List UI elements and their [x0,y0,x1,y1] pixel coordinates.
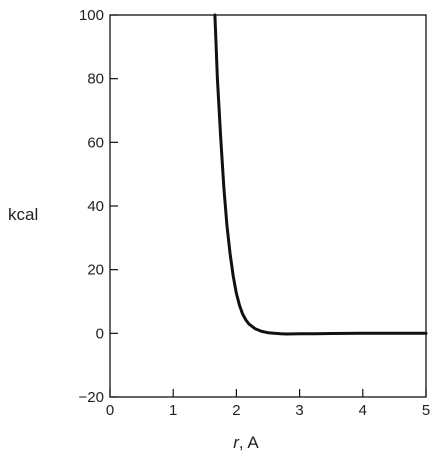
x-tick-label: 4 [359,402,367,419]
series-line [213,13,428,336]
x-tick-label: 3 [295,402,303,419]
y-tick-label: 60 [87,134,104,151]
x-tick-label: 1 [169,402,177,419]
y-tick-label: 40 [87,198,104,215]
plot-frame [109,14,427,398]
ticks-layer [109,14,427,398]
x-axis-variable: r [233,433,240,452]
y-tick-label: −20 [79,389,104,406]
y-tick-label: 0 [96,325,104,342]
y-tick-label: 80 [87,71,104,88]
x-tick-label: 2 [232,402,240,419]
y-axis-label: kcal [8,205,38,224]
x-tick-label: 5 [422,402,430,419]
x-tick-label: 0 [106,402,114,419]
y-tick-label: 100 [79,7,104,24]
x-axis-unit: , A [239,433,260,452]
x-axis-label: r, A [233,433,259,452]
y-tick-label: 20 [87,262,104,279]
